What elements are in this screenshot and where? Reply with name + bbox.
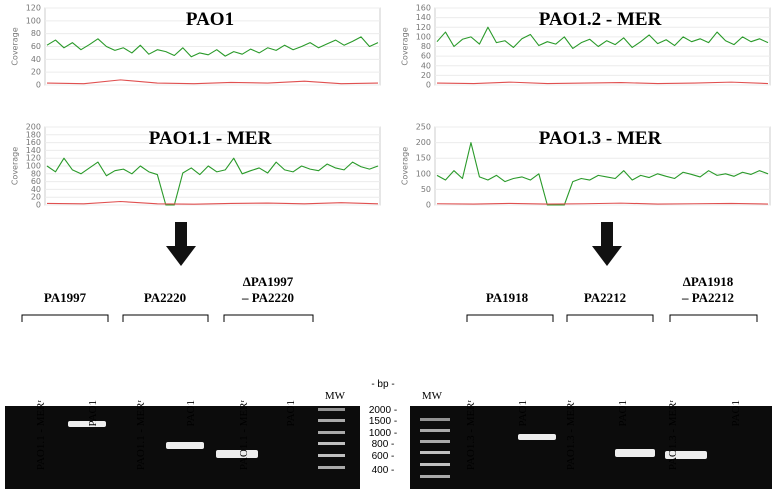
y-axis-label: Coverage bbox=[401, 147, 410, 185]
y-axis-label: Coverage bbox=[401, 27, 410, 65]
coverage-line bbox=[46, 36, 379, 58]
gene-label: PA1918 bbox=[486, 290, 529, 305]
bracket bbox=[566, 314, 654, 322]
coverage-line bbox=[436, 26, 769, 49]
y-tick-label: 140 bbox=[416, 13, 431, 22]
plot-title: PAO1.3 - MER bbox=[539, 128, 662, 149]
bracket bbox=[122, 314, 209, 322]
y-tick-label: 80 bbox=[421, 42, 431, 51]
bracket bbox=[223, 314, 314, 322]
y-tick-label: 250 bbox=[416, 123, 431, 132]
plot-title: PAO1.1 - MER bbox=[149, 128, 272, 149]
y-tick-label: 0 bbox=[426, 81, 431, 90]
y-tick-label: 20 bbox=[421, 71, 431, 80]
gel-bands bbox=[68, 408, 707, 478]
gene-label: PA1997 bbox=[44, 290, 87, 305]
y-tick-label: 40 bbox=[31, 55, 41, 64]
y-tick-label: 100 bbox=[416, 169, 431, 178]
lane-label: PAO1.3 - MERʳ bbox=[465, 399, 477, 470]
y-tick-label: 120 bbox=[416, 23, 431, 32]
y-tick-label: 180 bbox=[26, 130, 41, 139]
bp-marker: 1500 - bbox=[369, 416, 397, 427]
bracket bbox=[669, 314, 758, 322]
lane-label: PAO1.3 - MERʳ bbox=[565, 399, 577, 470]
bp-marker: 800 - bbox=[372, 439, 395, 450]
y-tick-label: 160 bbox=[26, 138, 41, 147]
lane-label: PAO1.1 - MERʳ bbox=[238, 399, 250, 470]
y-tick-label: 20 bbox=[31, 68, 41, 77]
y-tick-label: 0 bbox=[426, 201, 431, 210]
y-tick-label: 100 bbox=[26, 162, 41, 171]
coverage-line bbox=[46, 79, 379, 85]
gene-label: – PA2212 bbox=[681, 290, 734, 305]
y-tick-label: 140 bbox=[26, 146, 41, 155]
bp-marker: 1000 - bbox=[369, 428, 397, 439]
y-tick-label: 60 bbox=[31, 177, 41, 186]
y-tick-label: 50 bbox=[421, 185, 431, 194]
y-tick-label: 40 bbox=[421, 61, 431, 70]
gene-label: – PA2220 bbox=[241, 290, 294, 305]
y-tick-label: 100 bbox=[26, 16, 41, 25]
lane-label: PAO1 bbox=[730, 400, 742, 427]
plot-title: PAO1 bbox=[186, 9, 234, 30]
y-axis-label: Coverage bbox=[11, 27, 20, 65]
coverage-line bbox=[436, 202, 769, 205]
bp-marker: 600 - bbox=[372, 451, 395, 462]
y-tick-label: 200 bbox=[416, 138, 431, 147]
gel bbox=[410, 406, 772, 489]
bp-marker: 400 - bbox=[372, 465, 395, 476]
y-tick-label: 200 bbox=[26, 123, 41, 132]
y-tick-label: 20 bbox=[31, 193, 41, 202]
coverage-line bbox=[436, 81, 769, 85]
y-tick-label: 80 bbox=[31, 169, 41, 178]
bracket bbox=[21, 314, 109, 322]
gene-label: PA2212 bbox=[584, 290, 626, 305]
y-tick-label: 100 bbox=[416, 32, 431, 41]
mw-label: MW bbox=[325, 390, 346, 402]
lane-label: PAO1 bbox=[517, 400, 529, 427]
bp-label: - bp - bbox=[371, 379, 394, 390]
y-tick-label: 60 bbox=[31, 42, 41, 51]
y-tick-label: 0 bbox=[36, 201, 41, 210]
gene-label: ΔPA1997 bbox=[243, 274, 294, 289]
lane-label: PAO1 bbox=[617, 400, 629, 427]
y-tick-label: 120 bbox=[26, 154, 41, 163]
coverage-line bbox=[46, 200, 379, 205]
coverage-line bbox=[46, 157, 379, 206]
y-tick-label: 150 bbox=[416, 154, 431, 163]
gene-label: ΔPA1918 bbox=[683, 274, 734, 289]
lane-label: PAO1 bbox=[285, 400, 297, 427]
y-axis-label: Coverage bbox=[11, 147, 20, 185]
y-tick-label: 80 bbox=[31, 29, 41, 38]
y-tick-label: 60 bbox=[421, 52, 431, 61]
y-tick-label: 0 bbox=[36, 81, 41, 90]
y-tick-label: 160 bbox=[416, 4, 431, 13]
lane-label: PAO1.1 - MERʳ bbox=[35, 399, 47, 470]
lane-label: PAO1 bbox=[185, 400, 197, 427]
lane-label: PAO1.3 - MERʳ bbox=[667, 399, 679, 470]
mw-label: MW bbox=[422, 390, 443, 402]
coverage-line bbox=[436, 142, 769, 206]
y-tick-label: 40 bbox=[31, 185, 41, 194]
plot-title: PAO1.2 - MER bbox=[539, 9, 662, 30]
gene-label: PA2220 bbox=[144, 290, 186, 305]
lane-label: PAO1.1 - MERʳ bbox=[135, 399, 147, 470]
arrow bbox=[166, 222, 622, 266]
y-tick-label: 120 bbox=[26, 4, 41, 13]
bracket bbox=[466, 314, 554, 322]
lane-label: PAO1 bbox=[87, 400, 99, 427]
bp-marker: 2000 - bbox=[369, 405, 397, 416]
